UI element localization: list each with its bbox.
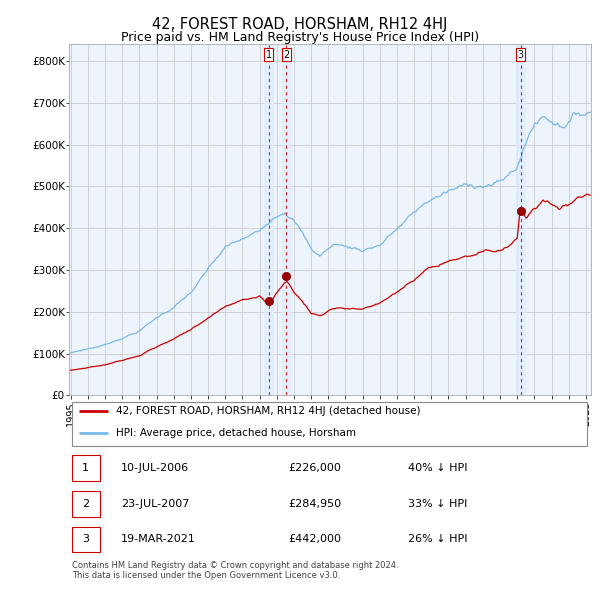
Text: 33% ↓ HPI: 33% ↓ HPI xyxy=(409,499,467,509)
Text: 1: 1 xyxy=(265,50,272,60)
Bar xyxy=(517,44,525,395)
Text: HPI: Average price, detached house, Horsham: HPI: Average price, detached house, Hors… xyxy=(116,428,356,438)
Text: £442,000: £442,000 xyxy=(288,535,341,545)
Bar xyxy=(282,44,290,395)
FancyBboxPatch shape xyxy=(71,491,100,517)
FancyBboxPatch shape xyxy=(71,402,587,446)
FancyBboxPatch shape xyxy=(71,527,100,552)
FancyBboxPatch shape xyxy=(71,455,100,481)
Text: 2: 2 xyxy=(283,50,289,60)
Text: 40% ↓ HPI: 40% ↓ HPI xyxy=(409,463,468,473)
Text: £226,000: £226,000 xyxy=(288,463,341,473)
Text: 2: 2 xyxy=(82,499,89,509)
Text: 19-MAR-2021: 19-MAR-2021 xyxy=(121,535,196,545)
Text: 3: 3 xyxy=(518,50,524,60)
Text: 23-JUL-2007: 23-JUL-2007 xyxy=(121,499,190,509)
Text: £284,950: £284,950 xyxy=(288,499,341,509)
Text: 26% ↓ HPI: 26% ↓ HPI xyxy=(409,535,468,545)
Bar xyxy=(264,44,273,395)
Text: 3: 3 xyxy=(82,535,89,545)
Text: Price paid vs. HM Land Registry's House Price Index (HPI): Price paid vs. HM Land Registry's House … xyxy=(121,31,479,44)
Text: Contains HM Land Registry data © Crown copyright and database right 2024.
This d: Contains HM Land Registry data © Crown c… xyxy=(71,560,398,580)
Text: 42, FOREST ROAD, HORSHAM, RH12 4HJ: 42, FOREST ROAD, HORSHAM, RH12 4HJ xyxy=(152,17,448,31)
Text: 42, FOREST ROAD, HORSHAM, RH12 4HJ (detached house): 42, FOREST ROAD, HORSHAM, RH12 4HJ (deta… xyxy=(116,406,421,416)
Text: 10-JUL-2006: 10-JUL-2006 xyxy=(121,463,190,473)
Text: 1: 1 xyxy=(82,463,89,473)
